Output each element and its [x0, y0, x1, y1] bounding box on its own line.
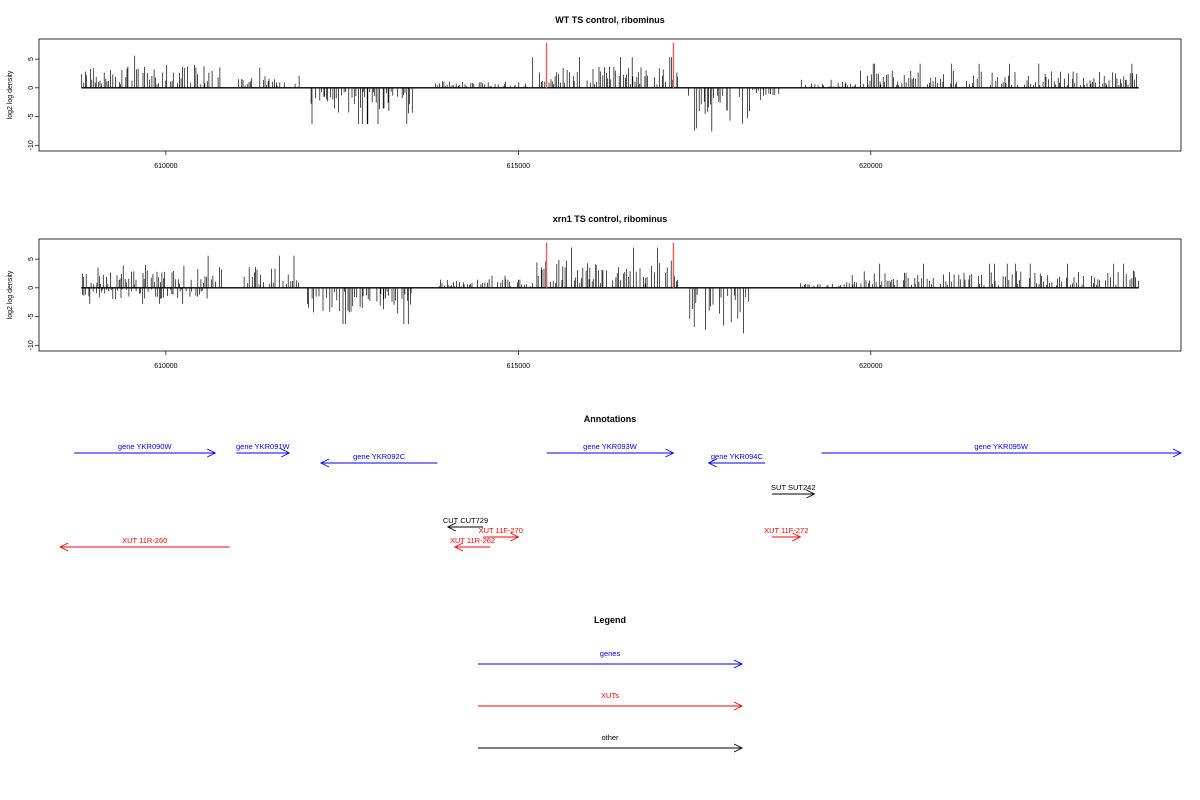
- annotation-label: SUT SUT242: [771, 483, 815, 492]
- annotation-feature: XUT 11R-262: [450, 536, 495, 552]
- annotation-label: gene YKR091W: [236, 442, 291, 451]
- annotation-feature: gene YKR095W: [821, 442, 1183, 458]
- wt-plot-frame: [38, 38, 1182, 152]
- legend-entry: genes: [478, 649, 744, 669]
- arrowhead: [792, 532, 802, 542]
- xrn1-bars: [81, 243, 1139, 334]
- x-tick-label: 615000: [507, 163, 530, 170]
- y-tick-label: -10: [28, 140, 35, 150]
- x-tick-label: 610000: [154, 163, 177, 170]
- legend-entry: XUTs: [478, 691, 744, 711]
- xrn1-plot-frame: [38, 238, 1182, 352]
- arrowhead: [453, 542, 464, 552]
- xrn1-y-axis-label: log2 log density: [7, 270, 14, 319]
- annotation-feature: gene YKR093W: [546, 442, 675, 458]
- annotation-label: XUT 11F-272: [764, 526, 808, 535]
- annotation-label: gene YKR090W: [118, 442, 173, 451]
- arrowhead: [319, 458, 330, 468]
- wt-y-axis-label: log2 log density: [7, 70, 14, 119]
- arrowhead: [1172, 448, 1183, 458]
- annotation-feature: CUT CUT729: [443, 516, 488, 532]
- annotation-label: CUT CUT729: [443, 516, 488, 525]
- annotations-panel: Annotations gene YKR090W gene YKR091Wgene…: [59, 414, 1183, 552]
- legend-label: other: [601, 733, 619, 742]
- wt-bars: [81, 43, 1139, 132]
- arrowhead: [733, 743, 744, 753]
- legend-label: genes: [600, 649, 621, 658]
- annotation-feature: gene YKR091W: [236, 442, 291, 458]
- legend-label: XUTs: [601, 691, 619, 700]
- annotation-label: gene YKR095W: [974, 442, 1029, 451]
- y-tick-label: 5: [28, 257, 35, 261]
- y-tick-label: 0: [28, 286, 35, 290]
- annotation-label: gene YKR092C: [353, 452, 406, 461]
- arrowhead: [510, 532, 520, 542]
- wt-panel-title: WT TS control, ribominus: [555, 15, 665, 25]
- annotation-feature: gene YKR090W: [74, 442, 217, 458]
- annotation-label: XUT 11F-270: [479, 526, 523, 535]
- annotation-feature: SUT SUT242: [771, 483, 816, 499]
- y-tick-label: -5: [28, 113, 35, 119]
- arrowhead: [59, 542, 69, 552]
- xrn1-panel-title: xrn1 TS control, ribominus: [553, 214, 668, 224]
- annotation-feature: XUT 11F-270: [479, 526, 523, 542]
- legend-entry: other: [478, 733, 744, 753]
- xrn1-density-panel: xrn1 TS control, ribominus log2 log dens…: [7, 214, 1182, 370]
- annotation-label: gene YKR094C: [711, 452, 764, 461]
- annotation-feature: XUT 11R-260: [59, 536, 230, 552]
- annotations-title: Annotations: [584, 414, 637, 424]
- y-tick-label: -10: [28, 340, 35, 350]
- annotation-label: XUT 11R-260: [122, 536, 167, 545]
- arrowhead: [707, 458, 717, 468]
- x-tick-label: 610000: [154, 363, 177, 370]
- x-tick-label: 620000: [859, 363, 882, 370]
- arrowhead: [446, 522, 457, 532]
- xrn1-axes: 5 0 -5 -10 610000 615000 620000: [28, 257, 883, 370]
- wt-density-panel: WT TS control, ribominus log2 log densit…: [7, 15, 1182, 170]
- wt-axes: 5 0 -5 -10 610000 615000 620000: [28, 57, 883, 170]
- arrowhead: [665, 448, 675, 458]
- y-tick-label: 5: [28, 57, 35, 61]
- arrowhead: [806, 489, 816, 499]
- x-tick-label: 620000: [859, 163, 882, 170]
- annotation-feature: XUT 11F-272: [764, 526, 808, 542]
- annotation-label: XUT 11R-262: [450, 536, 495, 545]
- annotation-feature: gene YKR094C: [707, 452, 766, 468]
- legend-panel: Legend genes XUTs other: [478, 615, 744, 753]
- annotation-label: gene YKR093W: [583, 442, 638, 451]
- legend-title: Legend: [594, 615, 626, 625]
- arrowhead: [281, 448, 291, 458]
- legend-entries: genes XUTs other: [478, 649, 744, 753]
- annotation-features: gene YKR090W gene YKR091W gene YKR092C gene…: [59, 442, 1183, 552]
- arrowhead: [207, 448, 217, 458]
- annotation-feature: gene YKR092C: [319, 452, 438, 468]
- arrowhead: [733, 659, 744, 669]
- y-tick-label: -5: [28, 313, 35, 319]
- arrowhead: [733, 701, 744, 711]
- y-tick-label: 0: [28, 86, 35, 90]
- x-tick-label: 615000: [507, 363, 530, 370]
